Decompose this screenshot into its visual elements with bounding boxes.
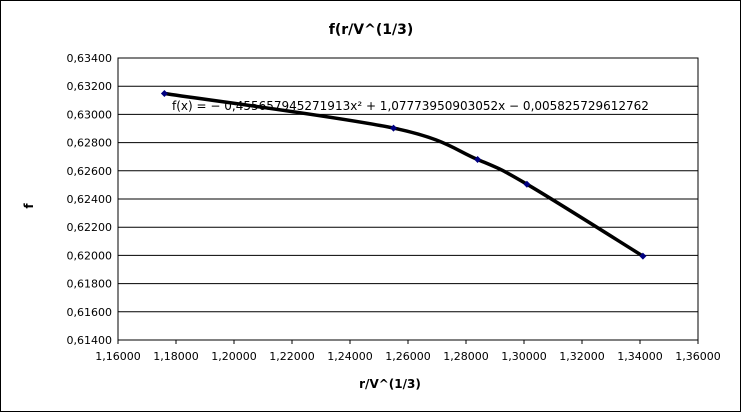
x-axis-title: r/V^(1/3) [359, 377, 421, 391]
x-tick-label: 1,22000 [269, 350, 315, 363]
y-tick-label: 0,61600 [67, 306, 113, 319]
x-tick-label: 1,18000 [153, 350, 199, 363]
y-tick-label: 0,63200 [67, 80, 113, 93]
y-axis-title: f [22, 203, 36, 209]
data-point [474, 156, 482, 164]
y-tick-label: 0,62200 [67, 221, 113, 234]
x-tick-label: 1,34000 [617, 350, 663, 363]
y-tick-label: 0,62000 [67, 249, 113, 262]
data-point [523, 180, 531, 188]
y-tick-labels: 0,61400 0,61600 0,61800 0,62000 0,62200 0,624… [67, 52, 113, 347]
data-points [160, 90, 647, 260]
x-tick-label: 1,30000 [501, 350, 547, 363]
y-tick-label: 0,62800 [67, 137, 113, 150]
x-tick-label: 1,32000 [559, 350, 605, 363]
chart-title: f(r/V^(1/3) [329, 22, 413, 38]
data-point [639, 252, 647, 260]
x-tick-label: 1,24000 [327, 350, 373, 363]
y-tick-label: 0,62400 [67, 193, 113, 206]
x-tick-label: 1,16000 [95, 350, 141, 363]
x-tick-label: 1,36000 [675, 350, 721, 363]
data-point [390, 124, 397, 132]
y-tick-label: 0,63400 [67, 52, 113, 65]
x-tick-label: 1,20000 [211, 350, 257, 363]
trendline [162, 91, 645, 258]
trendline-equation: f(x) = − 0,455657945271913x² + 1,0777395… [172, 99, 649, 113]
x-tick-label: 1,28000 [443, 350, 489, 363]
y-tick-label: 0,61400 [67, 334, 113, 347]
data-point [160, 90, 168, 98]
x-tick-label: 1,26000 [385, 350, 431, 363]
y-tick-label: 0,62600 [67, 165, 113, 178]
y-tick-label: 0,63000 [67, 108, 113, 121]
y-tick-label: 0,61800 [67, 278, 113, 291]
x-tick-labels: 1,16000 1,18000 1,20000 1,22000 1,24000 1,260… [95, 340, 721, 363]
